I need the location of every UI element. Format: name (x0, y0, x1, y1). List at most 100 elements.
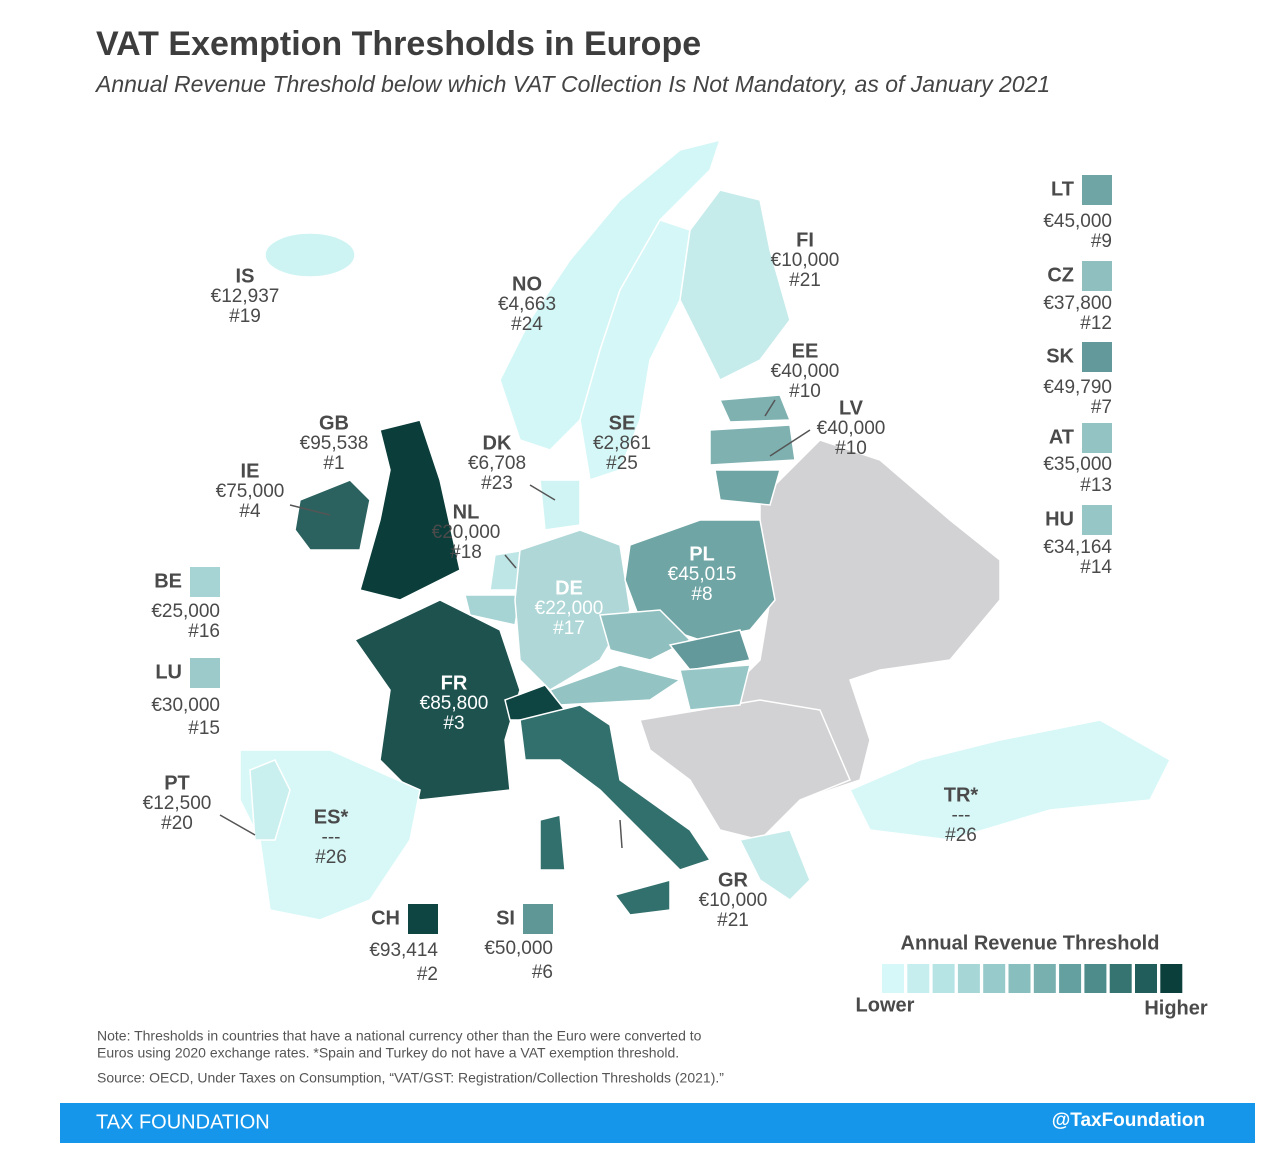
country-code: PT (164, 772, 190, 794)
country-code: PL (689, 543, 715, 565)
threshold: €25,000 (151, 601, 220, 622)
belgium (464, 594, 521, 626)
country-code: SK (1046, 345, 1074, 367)
rank: #26 (945, 825, 977, 846)
country-labels: IS€12,937#19NO€4,663#24FI€10,000#21SE€2,… (143, 175, 1112, 985)
threshold: €95,538 (300, 433, 369, 454)
rank: #4 (239, 501, 261, 522)
rank: #15 (188, 718, 220, 739)
latvia (709, 424, 796, 466)
hungary (679, 664, 751, 711)
rank: #10 (835, 438, 867, 459)
threshold: €35,000 (1043, 454, 1112, 475)
country-code: LT (1051, 178, 1074, 200)
country-code: TR* (944, 784, 979, 806)
threshold: €40,000 (817, 418, 886, 439)
legend-swatch (1109, 964, 1132, 993)
rank: #12 (1080, 313, 1112, 334)
threshold: €37,800 (1043, 293, 1112, 314)
rank: #1 (323, 453, 344, 474)
legend-swatch (882, 964, 904, 993)
country-code: IE (241, 460, 260, 482)
leader-line (289, 504, 331, 516)
slovakia (668, 629, 751, 671)
leader-line (619, 819, 623, 849)
country-code: EE (792, 340, 819, 362)
czechia (599, 609, 692, 661)
leader-line (529, 484, 556, 501)
greece (738, 829, 811, 901)
rank: #13 (1080, 475, 1112, 496)
country-code: NO (512, 273, 542, 295)
turkey (848, 719, 1171, 841)
legend-swatch (1008, 964, 1031, 993)
denmark (539, 479, 581, 531)
rank: #23 (481, 473, 513, 494)
country-code: HU (1045, 508, 1074, 530)
threshold: €40,000 (771, 361, 840, 382)
threshold: --- (322, 827, 341, 848)
leader-line (504, 554, 517, 569)
country-code: GB (319, 412, 349, 434)
country-code: CZ (1047, 264, 1074, 286)
footer-bar (60, 1103, 1255, 1143)
threshold: €34,164 (1043, 537, 1112, 558)
legend-swatch (1160, 964, 1183, 993)
note: Euros using 2020 exchange rates. *Spain … (97, 1045, 679, 1061)
rank: #24 (511, 314, 543, 335)
country-code: GR (718, 869, 749, 891)
note: Note: Thresholds in countries that have … (97, 1028, 702, 1044)
color-box (1082, 261, 1112, 291)
rank: #2 (417, 964, 438, 985)
ireland (294, 479, 371, 551)
threshold: €30,000 (151, 695, 220, 716)
threshold: €75,000 (216, 481, 285, 502)
threshold: €45,000 (1043, 211, 1112, 232)
legend-swatch (907, 964, 930, 993)
legend-title: Annual Revenue Threshold (901, 932, 1160, 954)
threshold: €22,000 (535, 598, 604, 619)
rank: #6 (532, 962, 553, 983)
legend-swatch (1033, 964, 1056, 993)
estonia (718, 394, 792, 423)
map (239, 138, 1171, 921)
leader-lines (219, 399, 811, 849)
threshold: €93,414 (369, 940, 438, 961)
country-code: NL (453, 501, 480, 523)
country-code: CH (371, 907, 400, 929)
legend-swatch (1084, 964, 1107, 993)
threshold: €50,000 (484, 938, 553, 959)
country-code: BE (154, 570, 182, 592)
finland (679, 189, 791, 382)
rank: #20 (161, 813, 193, 834)
country-code: LV (839, 397, 864, 419)
color-box (1082, 505, 1112, 535)
legend-swatch (1059, 964, 1082, 993)
rank: #5 (597, 873, 618, 894)
country-code: DK (483, 432, 512, 454)
threshold: €65,000 (574, 853, 643, 874)
rank: #16 (188, 621, 220, 642)
country-code: FI (796, 229, 814, 251)
leader-line (219, 814, 256, 836)
subtitle: Annual Revenue Threshold below which VAT… (94, 71, 1050, 97)
italy (519, 704, 712, 871)
color-box (1082, 175, 1112, 205)
threshold: €45,015 (668, 564, 737, 585)
country-code: SI (496, 907, 515, 929)
rank: #3 (443, 713, 464, 734)
country-code: SE (609, 412, 636, 434)
legend (882, 964, 1183, 993)
threshold: €6,708 (468, 453, 526, 474)
color-box (190, 567, 220, 597)
threshold: --- (952, 805, 971, 826)
color-box (1082, 342, 1112, 372)
color-box (1082, 423, 1112, 453)
rank: #8 (691, 584, 712, 605)
threshold: €49,790 (1043, 377, 1112, 398)
poland (624, 519, 776, 641)
legend-swatch (957, 964, 980, 993)
threshold: €2,861 (593, 433, 651, 454)
